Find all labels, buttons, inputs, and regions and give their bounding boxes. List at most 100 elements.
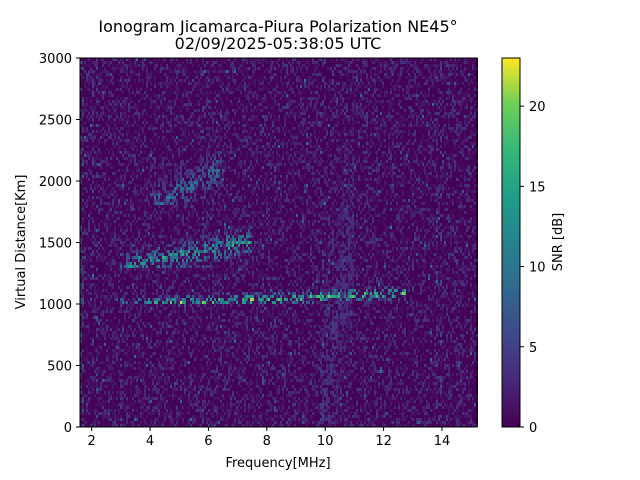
heatmap-cell bbox=[136, 178, 138, 181]
heatmap-cell bbox=[98, 337, 100, 340]
heatmap-cell bbox=[128, 97, 130, 100]
heatmap-cell bbox=[156, 346, 158, 349]
heatmap-cell bbox=[120, 157, 122, 160]
heatmap-cell bbox=[112, 199, 114, 202]
heatmap-cell bbox=[160, 232, 162, 235]
heatmap-cell bbox=[146, 103, 148, 106]
heatmap-cell bbox=[138, 184, 140, 187]
heatmap-cell bbox=[92, 274, 94, 277]
heatmap-cell bbox=[104, 82, 106, 85]
heatmap-cell bbox=[106, 403, 108, 406]
heatmap-cell bbox=[116, 277, 118, 280]
heatmap-cell bbox=[126, 271, 128, 274]
heatmap-cell bbox=[88, 406, 90, 409]
heatmap-cell bbox=[108, 193, 110, 196]
heatmap-cell bbox=[116, 166, 118, 169]
heatmap-cell bbox=[156, 355, 158, 358]
heatmap-cell bbox=[136, 85, 138, 88]
heatmap-cell bbox=[96, 193, 98, 196]
heatmap-cell bbox=[86, 244, 88, 247]
heatmap-cell bbox=[154, 316, 156, 319]
heatmap-cell bbox=[114, 292, 116, 295]
heatmap-cell bbox=[130, 184, 132, 187]
heatmap-cell bbox=[114, 391, 116, 394]
heatmap-cell bbox=[152, 214, 154, 217]
heatmap-cell bbox=[122, 253, 124, 256]
heatmap-cell bbox=[82, 262, 84, 265]
heatmap-cell bbox=[138, 334, 140, 337]
heatmap-cell bbox=[152, 364, 154, 367]
heatmap-cell bbox=[124, 301, 126, 304]
heatmap-cell bbox=[114, 148, 116, 151]
heatmap-cell bbox=[96, 202, 98, 205]
heatmap-cell bbox=[116, 226, 118, 229]
heatmap-cell bbox=[144, 220, 146, 223]
heatmap-cell bbox=[120, 88, 122, 91]
heatmap-cell bbox=[142, 295, 144, 298]
heatmap-cell bbox=[94, 418, 96, 421]
heatmap-cell bbox=[98, 130, 100, 133]
heatmap-cell bbox=[142, 346, 144, 349]
heatmap-cell bbox=[144, 310, 146, 313]
heatmap-cell bbox=[88, 355, 90, 358]
heatmap-cell bbox=[128, 247, 130, 250]
heatmap-cell bbox=[138, 310, 140, 313]
heatmap-cell bbox=[80, 364, 82, 367]
heatmap-cell bbox=[140, 343, 142, 346]
heatmap-cell bbox=[156, 391, 158, 394]
heatmap-cell bbox=[110, 127, 112, 130]
heatmap-cell bbox=[126, 367, 128, 370]
heatmap-cell bbox=[84, 418, 86, 421]
heatmap-cell bbox=[148, 109, 150, 112]
heatmap-cell bbox=[100, 88, 102, 91]
heatmap-cell bbox=[112, 193, 114, 196]
heatmap-cell bbox=[82, 61, 84, 64]
heatmap-cell bbox=[154, 205, 156, 208]
heatmap-cell bbox=[88, 112, 90, 115]
heatmap-cell bbox=[148, 289, 150, 292]
heatmap-cell bbox=[158, 250, 160, 253]
heatmap-cell bbox=[120, 271, 122, 274]
heatmap-cell bbox=[110, 421, 112, 424]
heatmap-cell bbox=[102, 352, 104, 355]
heatmap-cell bbox=[140, 151, 142, 154]
heatmap-cell bbox=[104, 307, 106, 310]
heatmap-cell bbox=[110, 163, 112, 166]
heatmap-cell bbox=[110, 187, 112, 190]
heatmap-cell bbox=[128, 268, 130, 271]
heatmap-cell bbox=[108, 328, 110, 331]
heatmap-cell bbox=[146, 109, 148, 112]
heatmap-cell bbox=[148, 106, 150, 109]
heatmap-cell bbox=[82, 340, 84, 343]
heatmap-cell bbox=[160, 166, 162, 169]
heatmap-cell bbox=[114, 190, 116, 193]
heatmap-cell bbox=[124, 139, 126, 142]
heatmap-cell bbox=[130, 208, 132, 211]
heatmap-cell bbox=[156, 397, 158, 400]
heatmap-cell bbox=[84, 58, 86, 61]
heatmap-cell bbox=[140, 91, 142, 94]
heatmap-cell bbox=[158, 220, 160, 223]
heatmap-cell bbox=[120, 79, 122, 82]
heatmap-cell bbox=[122, 322, 124, 325]
heatmap-cell bbox=[106, 211, 108, 214]
heatmap-cell bbox=[130, 400, 132, 403]
heatmap-cell bbox=[130, 64, 132, 67]
heatmap-cell bbox=[106, 379, 108, 382]
heatmap-cell bbox=[142, 370, 144, 373]
heatmap-cell bbox=[88, 286, 90, 289]
heatmap-cell bbox=[124, 157, 126, 160]
heatmap-cell bbox=[138, 64, 140, 67]
heatmap-cell bbox=[154, 274, 156, 277]
heatmap-cell bbox=[134, 250, 136, 253]
heatmap-cell bbox=[110, 298, 112, 301]
heatmap-cell bbox=[90, 367, 92, 370]
heatmap-cell bbox=[152, 202, 154, 205]
heatmap-cell bbox=[116, 361, 118, 364]
heatmap-cell bbox=[96, 64, 98, 67]
heatmap-cell bbox=[160, 148, 162, 151]
heatmap-cell bbox=[104, 343, 106, 346]
heatmap-cell bbox=[110, 355, 112, 358]
heatmap-cell bbox=[144, 241, 146, 244]
heatmap-cell bbox=[82, 259, 84, 262]
